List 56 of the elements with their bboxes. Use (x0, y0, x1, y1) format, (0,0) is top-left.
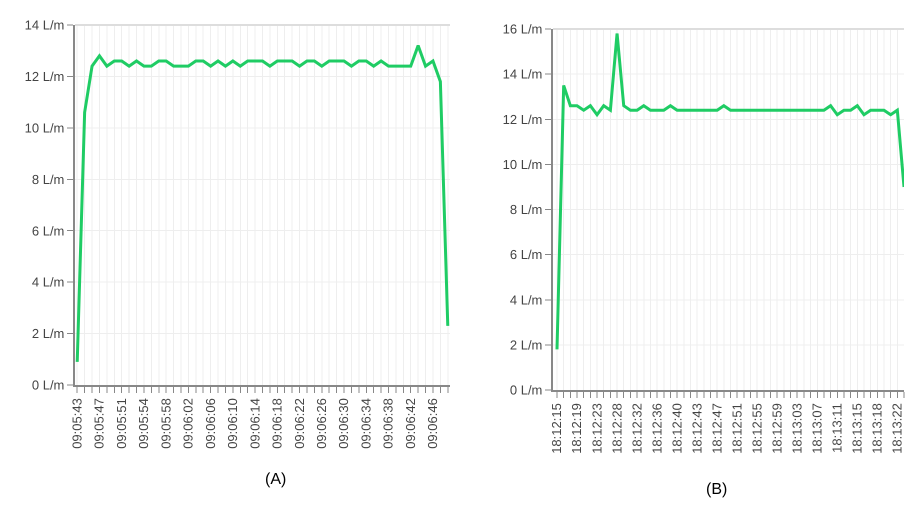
y-tick-label: 2 L/m (510, 337, 542, 352)
text: (A) (265, 471, 286, 488)
y-tick-label: 6 L/m (510, 247, 542, 262)
text: (B) (706, 481, 728, 498)
x-tick-label: 09:06:42 (402, 398, 418, 449)
x-tick-label: 09:05:43 (69, 398, 84, 449)
x-tick-label: 09:06:46 (425, 398, 440, 449)
x-tick-label: 09:06:30 (336, 398, 352, 449)
x-tick-label: 09:05:47 (92, 398, 107, 449)
x-tick-label: 18:12:19 (569, 403, 584, 454)
x-tick-label: 18:13:07 (809, 403, 824, 454)
x-tick-label: 18:12:32 (629, 403, 644, 454)
x-tick-label: 09:06:06 (202, 398, 218, 449)
y-tick-label: 16 L/m (502, 22, 542, 37)
x-tick-label: 18:12:23 (589, 403, 604, 454)
x-tick-label: 18:12:55 (749, 403, 764, 454)
x-tick-label: 18:12:28 (609, 403, 624, 454)
x-tick-label: 09:06:22 (292, 398, 307, 449)
y-tick-label: 4 L/m (32, 274, 64, 290)
x-tick-label: 09:06:10 (225, 398, 240, 449)
y-tick-label: 8 L/m (510, 202, 542, 218)
x-tick-label: 18:12:40 (669, 403, 684, 454)
x-tick-label: 18:12:47 (709, 403, 724, 454)
x-tick-label: 18:13:15 (850, 403, 865, 454)
y-tick-label: 12 L/m (24, 68, 64, 84)
x-tick-label: 18:12:43 (689, 403, 704, 454)
x-tick-label: 18:12:36 (649, 403, 664, 454)
y-tick-label: 10 L/m (502, 156, 542, 172)
line-series (76, 44, 450, 364)
y-tick-label: 0 L/m (32, 378, 64, 393)
y-tick-label: 10 L/m (24, 120, 64, 136)
y-tick-label: 0 L/m (510, 382, 542, 398)
y-tick-label: 14 L/m (24, 18, 64, 33)
y-tick-label: 14 L/m (502, 66, 542, 82)
y-tick-label: 2 L/m (32, 326, 64, 342)
y-tick-label: 12 L/m (502, 112, 542, 127)
x-tick-label: 09:06:34 (358, 398, 374, 449)
line-series (556, 32, 904, 351)
x-tick-label: 09:05:54 (136, 398, 152, 449)
x-tick-label: 09:06:14 (247, 398, 262, 449)
x-tick-label: 09:06:26 (314, 398, 330, 449)
x-tick-label: 18:13:11 (829, 403, 844, 453)
x-tick-label: 18:12:51 (729, 403, 744, 454)
y-tick-label: 4 L/m (510, 292, 542, 308)
x-tick-label: 09:06:38 (380, 398, 396, 449)
x-tick-label: 18:13:22 (890, 403, 905, 454)
x-tick-label: 18:12:15 (549, 403, 564, 454)
x-tick-label: 09:06:18 (270, 398, 285, 449)
x-tick-label: 18:13:03 (789, 403, 804, 454)
x-tick-label: 09:05:58 (158, 398, 174, 449)
x-tick-label: 09:05:51 (114, 398, 129, 449)
y-tick-label: 8 L/m (32, 172, 64, 187)
y-tick-label: 6 L/m (32, 223, 64, 238)
x-tick-label: 18:12:59 (769, 403, 784, 454)
x-tick-label: 18:13:18 (870, 403, 885, 454)
x-tick-label: 09:06:02 (180, 398, 196, 449)
